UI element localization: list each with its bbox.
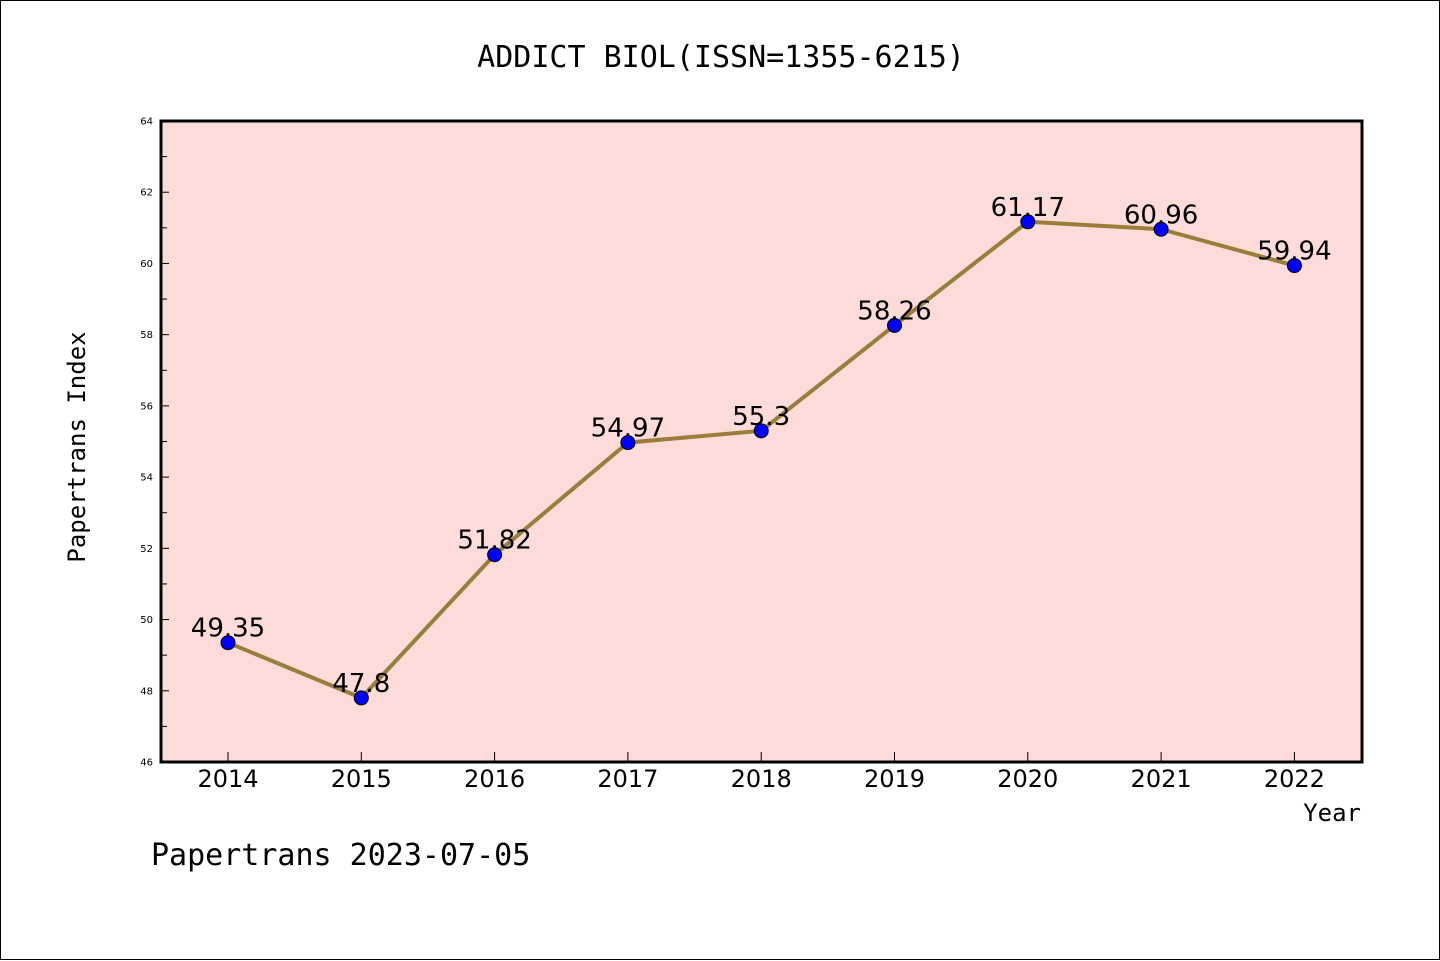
y-tick-label: 60 (140, 259, 153, 270)
y-tick-label: 48 (140, 686, 153, 697)
data-label: 54.97 (591, 414, 665, 444)
data-point (220, 635, 236, 651)
data-point (487, 547, 503, 563)
plot-border (159, 119, 1364, 764)
y-tick-label: 54 (140, 473, 153, 484)
x-axis: 2014 2015 2016 2017 2018 2019 2020 2021 2022 (197, 752, 1325, 793)
data-point (1020, 214, 1036, 230)
data-label: 61.17 (991, 193, 1065, 223)
x-tick-label: 2016 (464, 765, 525, 793)
data-label: 59.94 (1257, 237, 1331, 267)
data-point (1286, 258, 1302, 274)
data-point (620, 435, 636, 451)
data-label: 60.96 (1124, 200, 1198, 230)
data-labels: 49.35 47.8 51.82 54.97 55.3 58.26 61.17 60.96 59… (191, 193, 1332, 699)
x-tick-label: 2020 (997, 765, 1058, 793)
series-layer (220, 214, 1302, 706)
data-label: 55.3 (732, 402, 790, 432)
y-tick-label: 46 (140, 758, 153, 769)
x-tick-label: 2015 (331, 765, 392, 793)
data-label: 47.8 (332, 669, 390, 699)
y-tick-label: 64 (140, 117, 153, 128)
data-label: 58.26 (857, 296, 931, 326)
footer-date: Papertrans 2023-07-05 (151, 838, 530, 873)
data-point (753, 423, 769, 439)
x-tick-label: 2017 (597, 765, 658, 793)
x-tick-label: 2014 (197, 765, 258, 793)
y-axis-title: Papertrans Index (63, 331, 91, 562)
data-point (353, 690, 369, 706)
x-tick-label: 2018 (731, 765, 792, 793)
data-label: 51.82 (457, 526, 531, 556)
y-tick-label: 58 (140, 330, 153, 341)
y-tick-label: 56 (140, 401, 153, 412)
x-tick-label: 2021 (1131, 765, 1192, 793)
x-tick-label: 2019 (864, 765, 925, 793)
y-tick-label: 50 (140, 615, 153, 626)
x-tick-label: 2022 (1264, 765, 1325, 793)
data-label: 49.35 (191, 614, 265, 644)
x-axis-title: Year (1303, 799, 1361, 827)
data-point (887, 317, 902, 333)
y-tick-label: 62 (140, 188, 153, 199)
chart-title: ADDICT BIOL(ISSN=1355-6215) (477, 40, 965, 75)
y-tick-label: 52 (140, 544, 153, 555)
data-point (1153, 221, 1169, 237)
